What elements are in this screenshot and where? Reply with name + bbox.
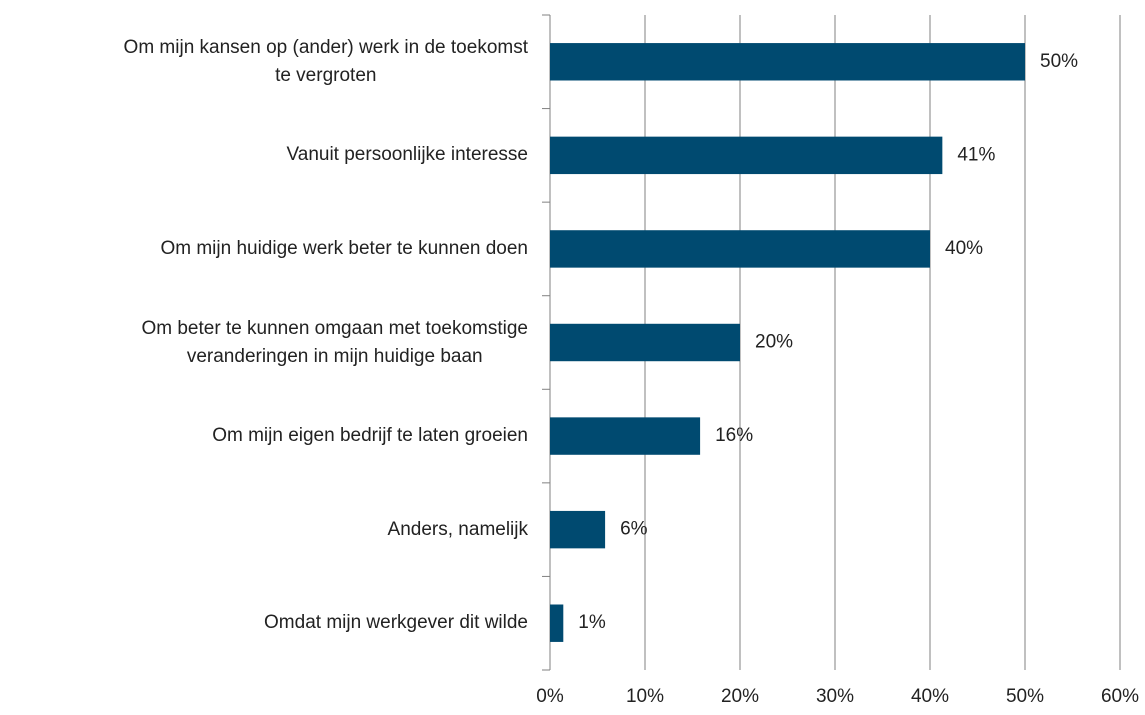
value-label: 40% [945, 238, 983, 259]
value-label: 16% [715, 425, 753, 446]
bar [550, 417, 701, 455]
x-tick-label: 50% [1006, 686, 1044, 707]
category-text: Om beter te kunnen omgaan met toekomstig… [141, 317, 528, 367]
value-label: 6% [620, 519, 648, 540]
bar [550, 323, 740, 362]
x-tick-label: 0% [536, 686, 564, 707]
bar [550, 136, 943, 175]
value-label: 50% [1040, 51, 1078, 72]
x-tick-label: 30% [816, 686, 854, 707]
category-text: Om mijn huidige werk beter te kunnen doe… [160, 237, 528, 259]
bar [550, 43, 1025, 81]
category-label: Anders, namelijk [0, 516, 528, 544]
x-tick-label: 10% [626, 686, 664, 707]
value-label: 1% [578, 612, 606, 633]
category-text: Om mijn eigen bedrijf te laten groeien [212, 425, 528, 447]
value-label: 41% [957, 144, 995, 165]
category-text: Om mijn kansen op (ander) werk in de toe… [123, 36, 528, 86]
x-tick-label: 40% [911, 686, 949, 707]
x-tick-label: 20% [721, 686, 759, 707]
category-label: Om mijn kansen op (ander) werk in de toe… [0, 34, 528, 90]
bar [550, 510, 606, 549]
x-tick-label: 60% [1101, 686, 1139, 707]
bar [550, 230, 930, 268]
category-text: Anders, namelijk [387, 518, 528, 540]
value-label: 20% [755, 332, 793, 353]
category-text: Omdat mijn werkgever dit wilde [264, 612, 528, 634]
category-label: Om mijn eigen bedrijf te laten groeien [0, 422, 528, 450]
category-label: Omdat mijn werkgever dit wilde [0, 609, 528, 637]
category-text: Vanuit persoonlijke interesse [286, 144, 528, 166]
category-label: Om mijn huidige werk beter te kunnen doe… [0, 235, 528, 263]
bar [550, 604, 564, 642]
category-label: Om beter te kunnen omgaan met toekomstig… [0, 315, 528, 371]
category-label: Vanuit persoonlijke interesse [0, 141, 528, 169]
